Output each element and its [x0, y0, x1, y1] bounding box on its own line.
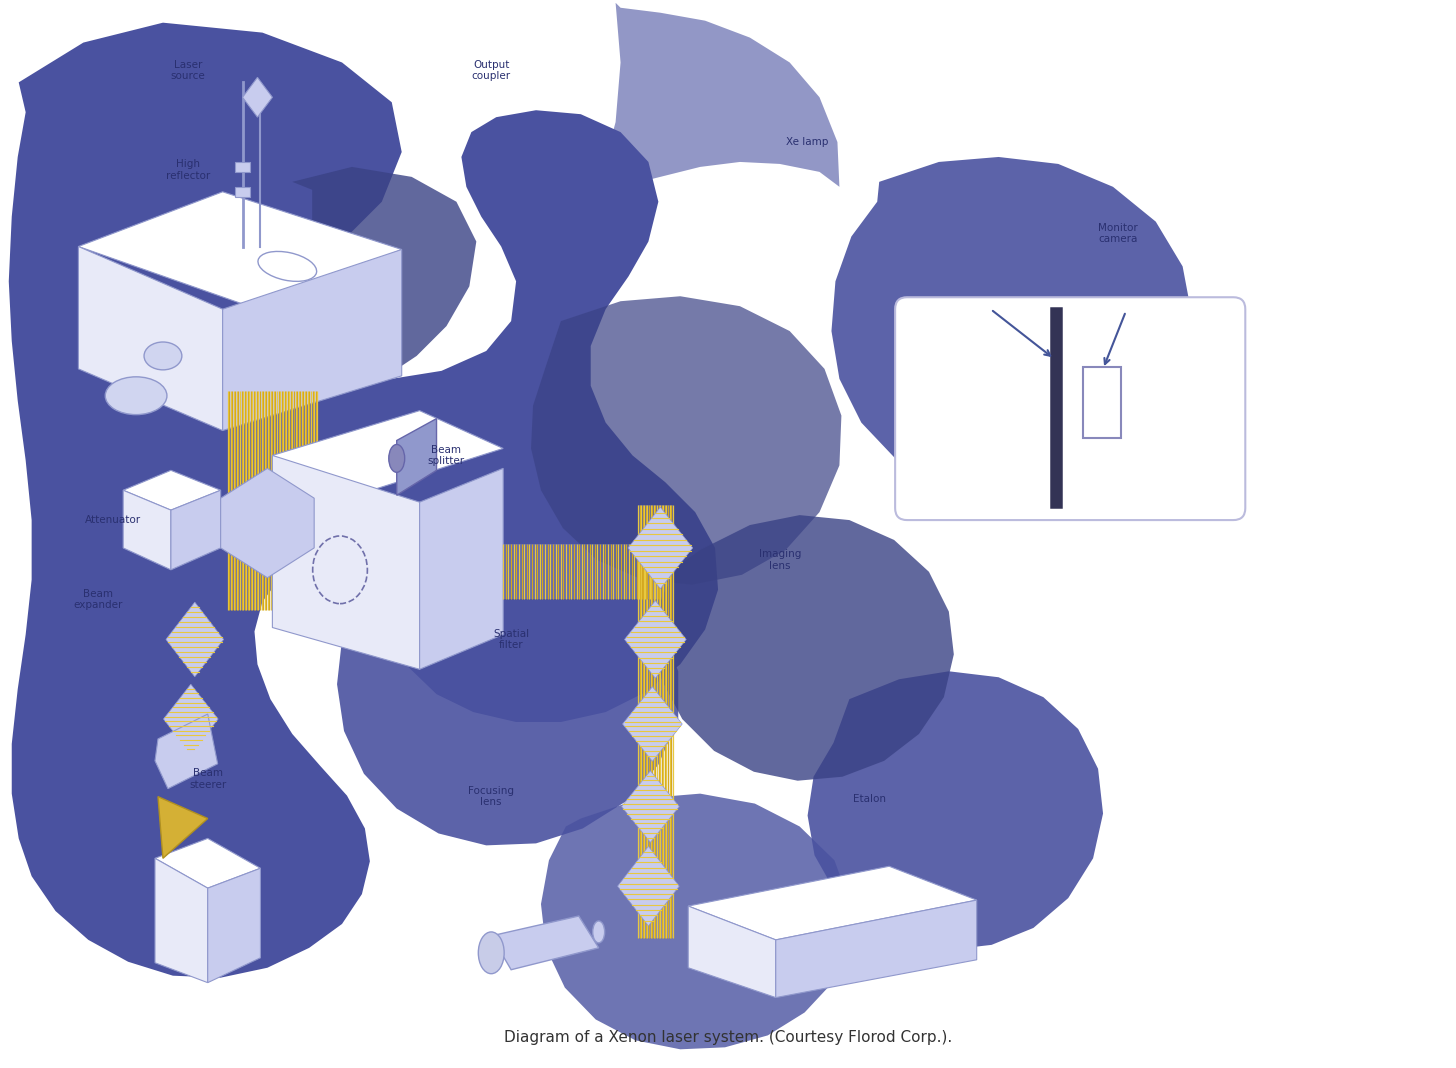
Polygon shape: [622, 771, 680, 843]
Polygon shape: [617, 846, 680, 926]
Polygon shape: [272, 410, 504, 496]
Bar: [1083, 367, 1121, 439]
Ellipse shape: [389, 444, 405, 472]
Text: Laser
source: Laser source: [170, 60, 205, 81]
Polygon shape: [221, 469, 314, 578]
Ellipse shape: [479, 932, 504, 974]
Polygon shape: [154, 859, 208, 983]
Text: Monitor
camera: Monitor camera: [1098, 223, 1137, 245]
Text: Diagram of a Xenon laser system. (Courtesy Florod Corp.).: Diagram of a Xenon laser system. (Courte…: [504, 1031, 952, 1046]
Polygon shape: [166, 602, 224, 677]
Text: Etalon: Etalon: [853, 794, 885, 803]
Polygon shape: [124, 490, 170, 570]
Polygon shape: [124, 470, 221, 511]
Polygon shape: [625, 600, 686, 678]
Polygon shape: [208, 868, 261, 983]
Polygon shape: [689, 866, 977, 940]
Polygon shape: [336, 555, 678, 846]
Bar: [638, 505, 673, 938]
Bar: [227, 391, 317, 610]
Text: Beam
splitter: Beam splitter: [428, 444, 464, 467]
Bar: [314, 506, 501, 564]
Bar: [234, 162, 250, 172]
Polygon shape: [170, 490, 221, 570]
Text: Output
coupler: Output coupler: [472, 60, 511, 81]
Text: Focusing
lens: Focusing lens: [469, 786, 514, 807]
Ellipse shape: [105, 377, 167, 414]
Polygon shape: [243, 77, 272, 117]
Text: Xe lamp: Xe lamp: [786, 137, 828, 147]
Bar: [234, 187, 250, 197]
Polygon shape: [396, 419, 437, 496]
Polygon shape: [419, 469, 504, 670]
Polygon shape: [268, 167, 476, 386]
Polygon shape: [154, 838, 261, 889]
Text: Beam
steerer: Beam steerer: [189, 768, 226, 789]
Polygon shape: [154, 714, 217, 788]
Polygon shape: [223, 250, 402, 430]
Bar: [504, 545, 661, 599]
Polygon shape: [808, 672, 1104, 949]
Polygon shape: [831, 157, 1192, 503]
Polygon shape: [491, 916, 598, 970]
Polygon shape: [542, 794, 849, 1049]
Polygon shape: [531, 296, 842, 585]
Polygon shape: [655, 515, 954, 781]
Polygon shape: [79, 192, 402, 309]
Text: Spatial
filter: Spatial filter: [494, 629, 529, 650]
Polygon shape: [689, 906, 776, 998]
Polygon shape: [79, 247, 223, 430]
Polygon shape: [9, 22, 718, 977]
Polygon shape: [159, 797, 208, 859]
Text: Beam
expander: Beam expander: [74, 588, 122, 611]
Polygon shape: [776, 900, 977, 998]
Polygon shape: [272, 455, 419, 670]
Text: Imaging
lens: Imaging lens: [759, 549, 801, 570]
Ellipse shape: [593, 921, 604, 943]
Text: High
reflector: High reflector: [166, 159, 210, 180]
Polygon shape: [591, 3, 840, 197]
Polygon shape: [163, 685, 218, 754]
FancyBboxPatch shape: [895, 297, 1245, 520]
Polygon shape: [628, 507, 693, 588]
Text: Attenuator: Attenuator: [84, 515, 141, 525]
Ellipse shape: [144, 342, 182, 370]
Polygon shape: [623, 687, 683, 761]
